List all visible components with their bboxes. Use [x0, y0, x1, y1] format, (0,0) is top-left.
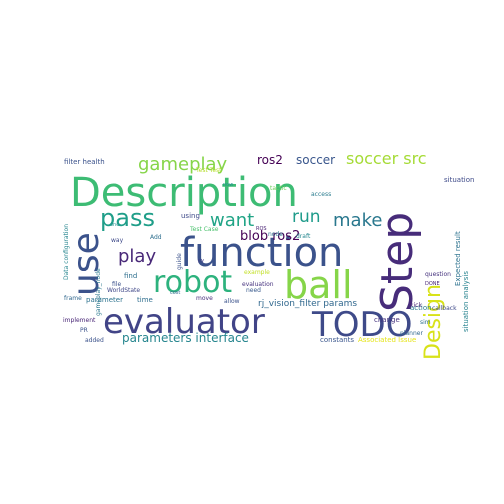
word-planner: planner — [400, 330, 423, 337]
word-evaluator: evaluator — [103, 302, 265, 342]
word-implement: implement — [63, 317, 96, 324]
word-soccer-src: soccer src — [346, 149, 427, 168]
word-associated-issue: Associated Issue — [358, 336, 416, 344]
word-design: Design — [421, 284, 446, 360]
word-draft: draft — [296, 233, 311, 240]
word-action: action — [410, 304, 432, 312]
word-make: make — [333, 210, 382, 231]
word-filter-health: filter health — [64, 158, 105, 166]
word-description: Description — [70, 170, 298, 216]
word-question: question — [425, 271, 451, 278]
word-callback: callback — [432, 305, 457, 312]
word-blob-ros2: blob ros2 — [240, 229, 300, 244]
word-change: change — [374, 316, 400, 324]
word-ros2: ros2 — [257, 153, 283, 167]
word-want: want — [210, 210, 254, 231]
word-step: Step — [372, 212, 423, 312]
word-expected-result: Expected result — [454, 231, 462, 286]
word-find: find — [124, 272, 137, 280]
word-function: function — [180, 230, 343, 276]
word-move: move — [196, 295, 213, 302]
word-one: one — [110, 222, 119, 228]
word-robot: robot — [153, 265, 232, 300]
word-using: using — [181, 212, 200, 220]
word-run: run — [292, 207, 321, 227]
word-test-test: Test Test — [195, 167, 222, 174]
word-allow: allow — [224, 298, 240, 305]
word-example: example — [244, 269, 270, 276]
word-gameplay: gameplay — [138, 154, 228, 175]
word-way: way — [111, 237, 124, 244]
word-evaluation: evaluation — [242, 281, 274, 288]
word-added: added — [85, 337, 104, 344]
word-access: access — [311, 191, 331, 198]
word-done: DONE — [425, 281, 440, 287]
word-kick: kick — [410, 302, 422, 309]
word-constants: constants — [320, 336, 354, 344]
word-node: node — [268, 231, 283, 238]
word-gameplay-node: gameplay_node — [95, 268, 102, 316]
word-use: use — [66, 232, 107, 296]
word-pr: PR — [80, 327, 88, 334]
word-todo: TODO — [311, 305, 412, 345]
word-need: need — [246, 287, 261, 294]
word-py: py — [198, 258, 204, 264]
word-situation: situation — [444, 176, 474, 184]
word-data-configuration: Data configuration — [63, 224, 70, 280]
word-play: play — [118, 246, 156, 267]
word-tactic: tactic — [270, 185, 287, 192]
word-parameters-interface: parameters interface — [122, 331, 249, 345]
word-ball: ball — [284, 263, 353, 307]
word-test-case: Test Case — [189, 226, 219, 233]
word-worldstate: WorldState — [107, 287, 140, 294]
word-situation-analysis: situation analysis — [462, 271, 470, 332]
word-guide: guide — [176, 253, 183, 270]
word-sim: sim — [420, 319, 431, 326]
word-add: Add — [150, 234, 162, 241]
word-soccer: soccer — [296, 153, 335, 167]
word-ros: ROS — [256, 226, 267, 232]
word-time: time — [137, 296, 153, 304]
word-now: now — [223, 182, 233, 188]
word-file: file — [112, 281, 121, 288]
word-cost: cost — [170, 290, 180, 296]
word-frame: frame — [64, 295, 82, 302]
word-rj-vision-filter-params: rj_vision_filter params — [258, 299, 357, 309]
word-pass: pass — [100, 204, 155, 232]
word-parameter: parameter — [86, 296, 123, 304]
